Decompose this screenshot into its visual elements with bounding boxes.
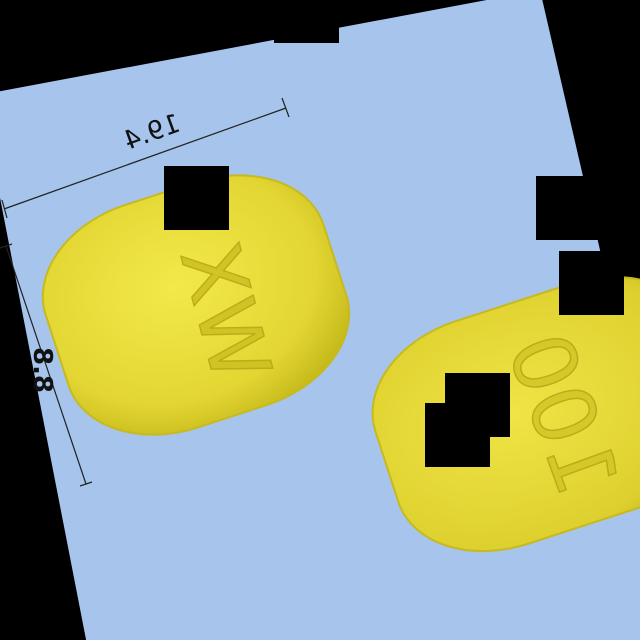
tablet-left: [41, 174, 351, 436]
height-dimension-label: 8.8: [27, 347, 57, 393]
tablet-right: [371, 275, 640, 553]
redaction-block: [559, 251, 624, 315]
redaction-block: [536, 176, 601, 240]
redaction-block: [164, 166, 229, 230]
height-dimension-line: [0, 243, 93, 487]
redaction-block: [274, 0, 339, 43]
redaction-block: [425, 403, 490, 467]
width-dimension-line: [1, 97, 290, 219]
